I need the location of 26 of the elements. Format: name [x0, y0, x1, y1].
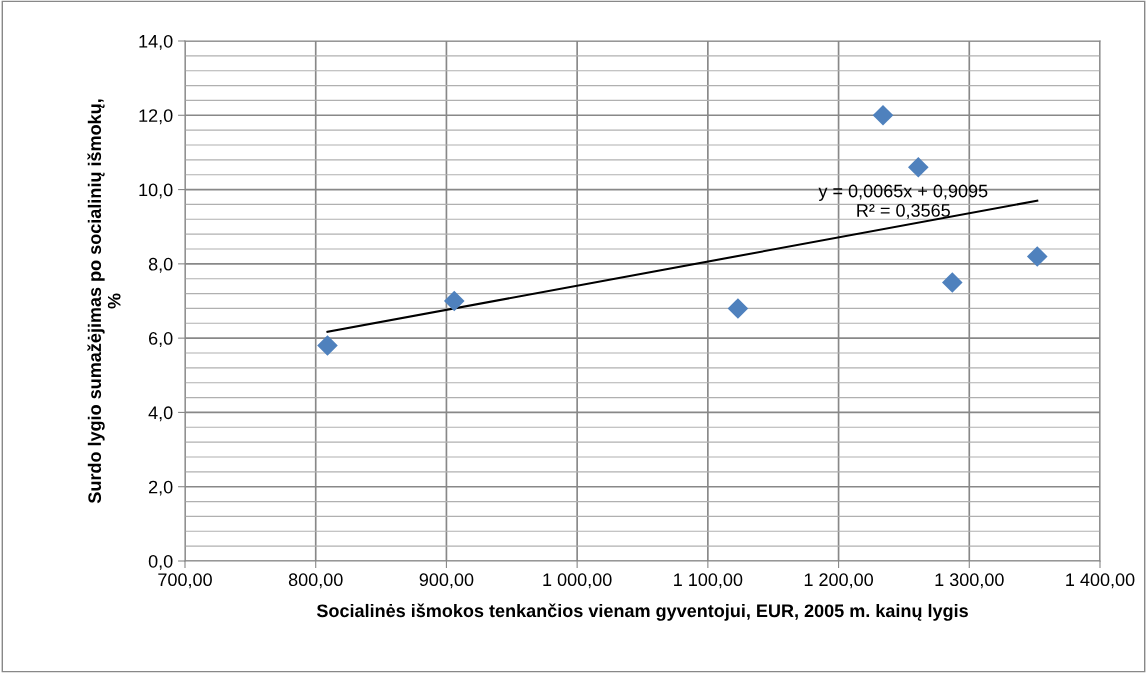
y-tick-label: 8,0: [148, 257, 173, 273]
y-tick-label: 6,0: [149, 332, 173, 347]
x-tick-label: 900,00: [419, 573, 474, 589]
annotation: y = 0,0065x + 0,9095 R² = 0,3565: [818, 184, 988, 219]
y-tick-label: 14,0: [139, 34, 173, 50]
x-tick-label: 1 100,00: [674, 573, 743, 589]
point: [941, 272, 963, 293]
point: [1026, 246, 1048, 267]
y-tick-label: 2,0: [149, 480, 173, 496]
x-axis-title: Socialinės išmokos tenkančios vienam gyventojui, EUR, 2005 m. kainų lygis: [316, 603, 968, 621]
y-tick-label: 12,0: [139, 109, 173, 125]
y-tick-label: 4,0: [148, 406, 173, 422]
point: [317, 335, 338, 356]
x-tick-label: 1 000,00: [543, 573, 612, 589]
point: [872, 104, 894, 126]
point: [908, 156, 929, 178]
x-tick-label: 1 200,00: [804, 573, 874, 589]
y-tick-label: 0,0: [148, 554, 173, 570]
point: [443, 290, 465, 312]
x-tick-label: 800,00: [288, 573, 343, 589]
point: [727, 298, 749, 319]
x-tick-label: 700,00: [158, 573, 212, 589]
x-tick-label: 1 300,00: [935, 573, 1004, 589]
y-tick-label: 10,0: [139, 183, 173, 199]
y-axis-title: Surdo lygio sumažėjimas po socialinių išmokų, %: [87, 99, 121, 504]
x-tick-label: 1 400,00: [1066, 573, 1135, 589]
